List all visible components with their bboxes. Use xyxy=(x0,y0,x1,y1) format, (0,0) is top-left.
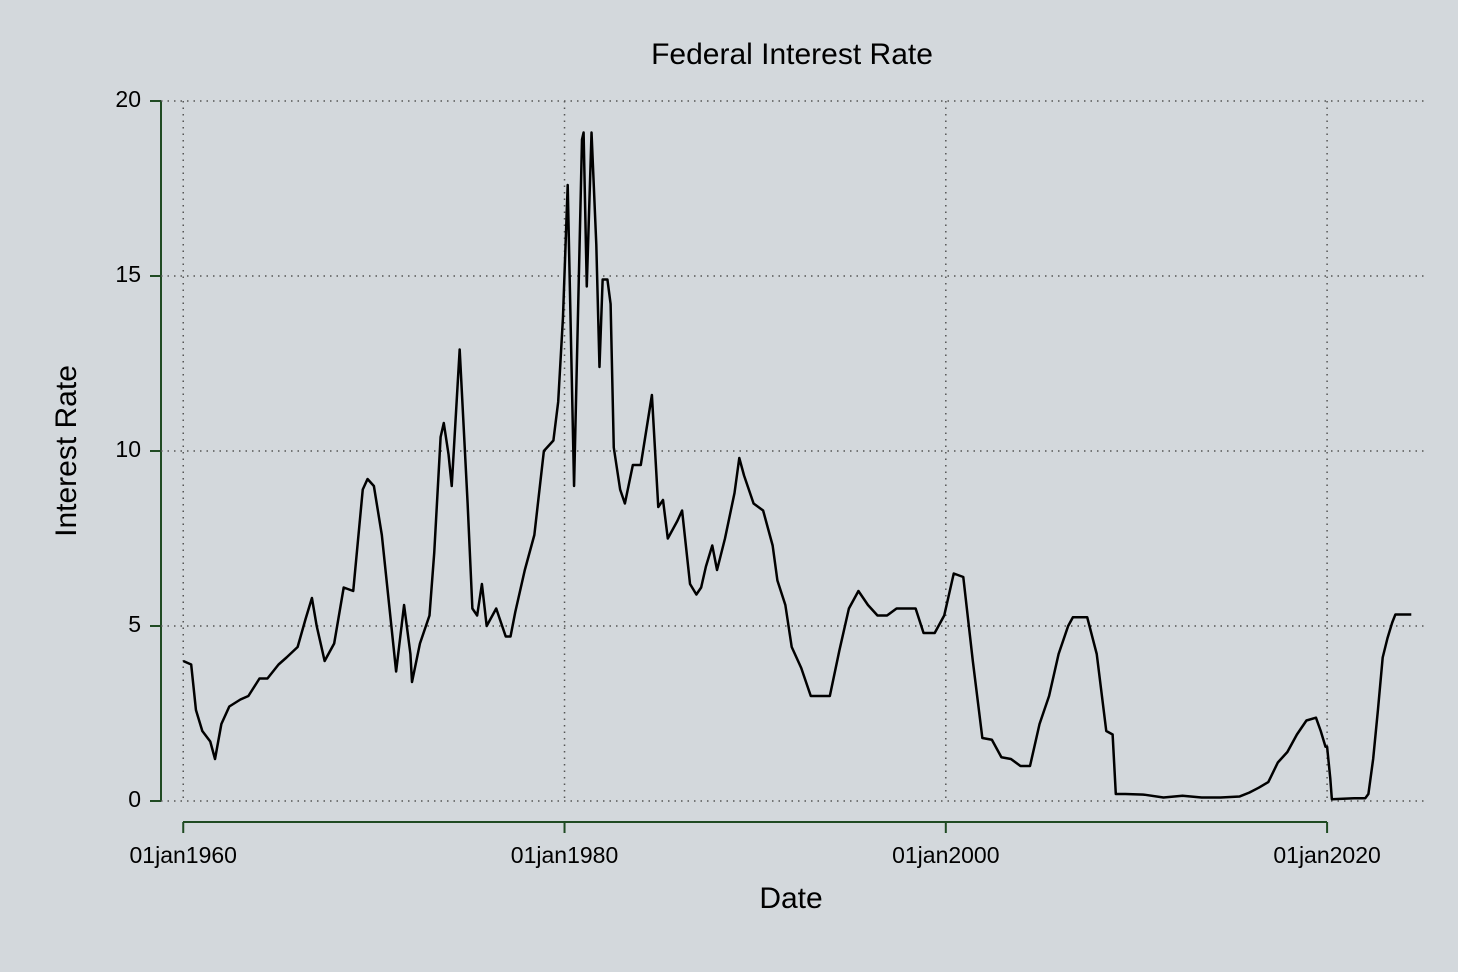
x-tick-label: 01jan2020 xyxy=(1273,842,1380,868)
data-line xyxy=(182,131,1412,801)
x-axis-title: Date xyxy=(759,882,822,915)
x-tick-label: 01jan2000 xyxy=(892,842,999,868)
x-tick-label: 01jan1980 xyxy=(511,842,618,868)
y-tick-label: 15 xyxy=(115,261,141,287)
y-tick-label: 0 xyxy=(128,786,141,812)
y-tick-label: 5 xyxy=(128,611,141,637)
y-tick-label: 10 xyxy=(115,436,141,462)
x-tick-label: 01jan1960 xyxy=(130,842,237,868)
y-tick-label: 20 xyxy=(115,86,141,112)
y-axis-title: Interest Rate xyxy=(50,365,83,537)
chart-title: Federal Interest Rate xyxy=(651,38,933,71)
